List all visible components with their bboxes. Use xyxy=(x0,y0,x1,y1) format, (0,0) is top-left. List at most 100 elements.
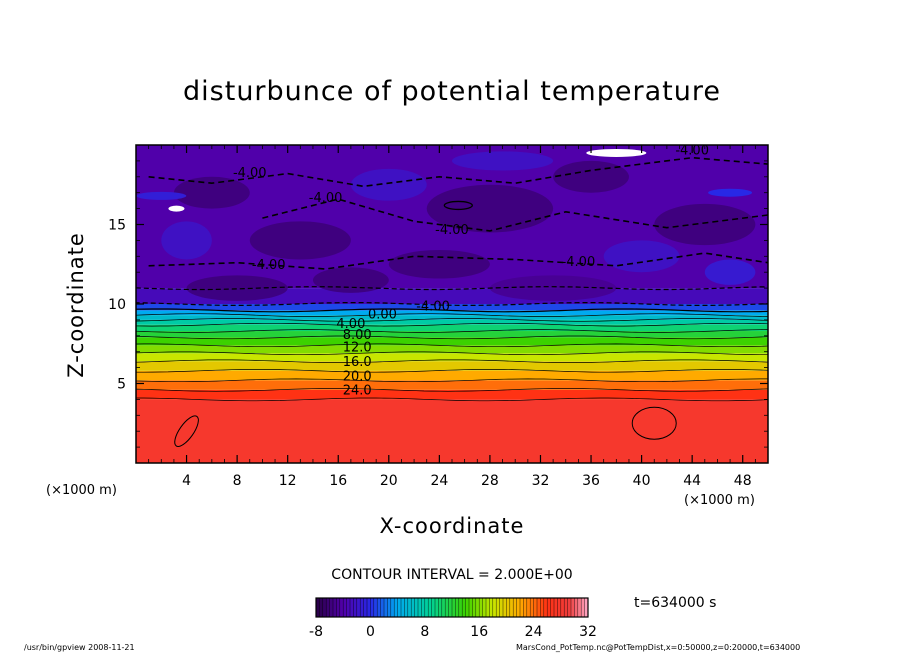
colorbar-cell xyxy=(516,598,521,617)
y-tick-label: 5 xyxy=(117,377,126,393)
contour-line xyxy=(443,200,473,211)
colorbar-cell xyxy=(520,598,524,617)
colorbar-cell xyxy=(428,598,432,617)
contour-label: -4.00 xyxy=(252,258,286,273)
colorbar-cell xyxy=(367,598,371,617)
heat-layer xyxy=(136,324,768,332)
colorbar-cell xyxy=(560,598,565,617)
heat-layer xyxy=(136,353,768,362)
heat-blob xyxy=(553,160,629,193)
colorbar-cell xyxy=(343,598,347,617)
colorbar-cell xyxy=(380,598,385,617)
heat-blob xyxy=(249,221,351,260)
heat-blob xyxy=(388,249,490,279)
heat-blob xyxy=(708,188,753,197)
colorbar-cell xyxy=(356,598,361,617)
colorbar-cell xyxy=(387,598,392,617)
colorbar-cell xyxy=(479,598,483,617)
x-tick-label: 4 xyxy=(182,473,191,489)
contour-label: -4.00 xyxy=(416,299,450,314)
contour-line xyxy=(136,397,768,402)
colorbar-frame xyxy=(315,597,589,618)
colorbar-cell xyxy=(458,598,463,617)
colorbar-cell xyxy=(435,598,439,617)
heat-layer xyxy=(136,331,768,338)
x-tick-label: 44 xyxy=(683,473,701,489)
colorbar-cell xyxy=(346,598,351,617)
contour-label: 12.0 xyxy=(343,341,372,356)
colorbar-tick-label: 0 xyxy=(366,624,375,640)
colorbar-cell xyxy=(554,598,558,617)
contour-label: -4.00 xyxy=(562,255,596,270)
colorbar-cell xyxy=(567,598,572,617)
heat-blob xyxy=(186,275,288,301)
chart-title: disturbunce of potential temperature xyxy=(183,76,721,107)
colorbar-cell xyxy=(326,598,330,617)
colorbar-cell xyxy=(414,598,419,617)
contour-line xyxy=(136,322,768,327)
colorbar-tick-label: -8 xyxy=(309,624,323,640)
heat-blob xyxy=(489,275,617,301)
colorbar-cell xyxy=(550,598,555,617)
heat-blob xyxy=(603,240,680,273)
colorbar-cell xyxy=(499,598,504,617)
heat-layer xyxy=(136,399,768,463)
colorbar-tick-label: 32 xyxy=(579,624,597,640)
heat-blob xyxy=(704,259,756,285)
contour-line xyxy=(148,252,768,270)
colorbar-cell xyxy=(571,598,575,617)
colorbar-cell xyxy=(407,598,412,617)
colorbar-cell xyxy=(513,598,517,617)
x-tick-label: 28 xyxy=(481,473,499,489)
colorbar-cell xyxy=(530,598,534,617)
colorbar-cell xyxy=(373,598,378,617)
contour-label: 24.0 xyxy=(343,384,372,399)
colorbar-cell xyxy=(322,598,327,617)
colorbar-cell xyxy=(489,598,494,617)
x-tick-label: 48 xyxy=(734,473,752,489)
colorbar-cell xyxy=(452,598,456,617)
x-tick-label: 20 xyxy=(380,473,398,489)
colorbar-cell xyxy=(584,598,589,617)
colorbar-cell xyxy=(339,598,344,617)
colorbar-cell xyxy=(316,598,320,617)
contour-line xyxy=(136,318,768,322)
colorbar-cell xyxy=(475,598,480,617)
x-tick-label: 32 xyxy=(532,473,550,489)
heat-layer xyxy=(136,361,768,371)
contour-label: -4.00 xyxy=(435,223,469,238)
contour-line xyxy=(262,198,768,232)
x-tick-label: 8 xyxy=(233,473,242,489)
colorbar-cell xyxy=(503,598,507,617)
heat-blob xyxy=(168,205,185,212)
colorbar-cell xyxy=(482,598,487,617)
contour-label: 8.00 xyxy=(343,328,372,343)
colorbar-cell xyxy=(574,598,579,617)
contour-line xyxy=(136,335,768,340)
contour-line xyxy=(136,343,768,348)
contour-label: 16.0 xyxy=(343,355,372,370)
colorbar-cell xyxy=(360,598,364,617)
colorbar-cell xyxy=(543,598,548,617)
heat-blob xyxy=(161,221,212,260)
plot-area: 24.020.016.012.08.004.000.00 -4.00 -4.00 -4… xyxy=(136,145,768,463)
colorbar-cell xyxy=(421,598,426,617)
colorbar-tick-label: 24 xyxy=(525,624,543,640)
y-tick-label: 10 xyxy=(108,297,126,313)
colorbar-cell xyxy=(438,598,443,617)
contour-line xyxy=(136,329,768,333)
colorbar-cell xyxy=(537,598,541,617)
heat-blob xyxy=(312,267,389,293)
colorbar-cell xyxy=(526,598,531,617)
heat-layer xyxy=(136,315,768,320)
x-axis-label: X-coordinate xyxy=(379,514,525,538)
colorbar-cell xyxy=(486,598,490,617)
contour-label: 20.0 xyxy=(343,369,372,384)
contour-line xyxy=(136,286,768,291)
colorbar-cell xyxy=(540,598,545,617)
heat-layer xyxy=(136,380,768,390)
colorbar-cell xyxy=(441,598,446,617)
colorbar-cell xyxy=(492,598,497,617)
time-label: t=634000 s xyxy=(634,595,717,611)
colorbar-cell xyxy=(533,598,538,617)
